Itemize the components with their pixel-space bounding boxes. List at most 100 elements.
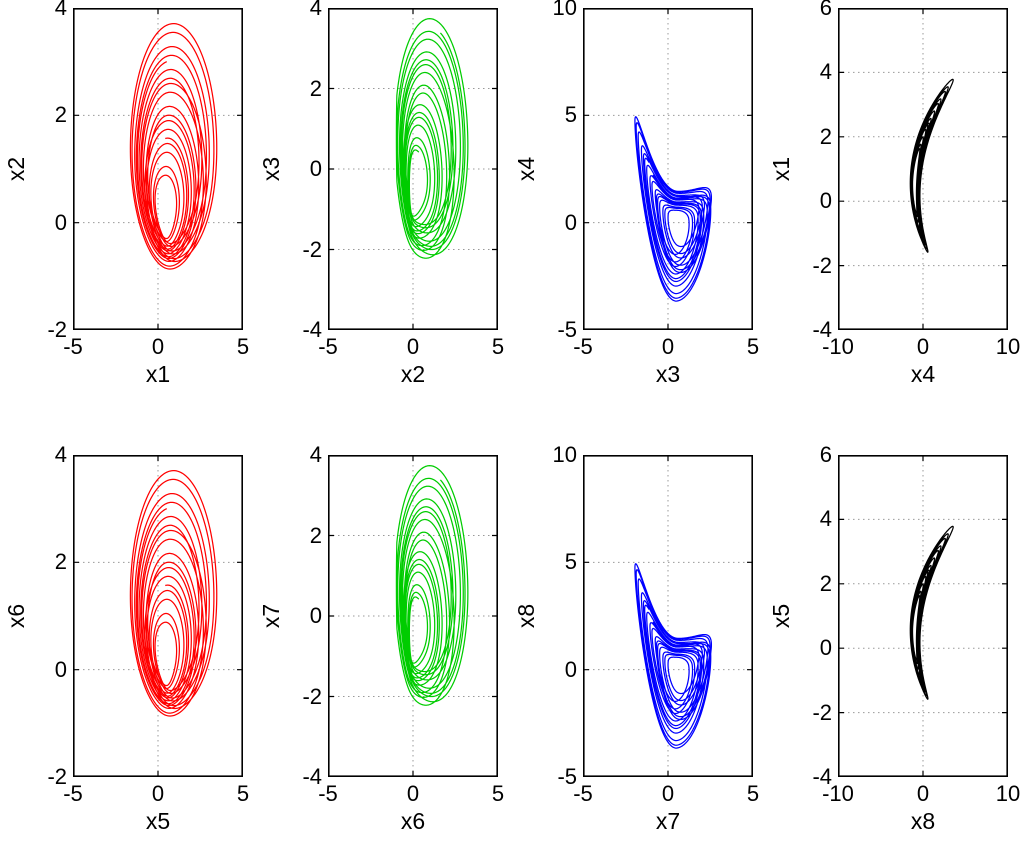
x-tick-label: 0 bbox=[151, 781, 165, 806]
y-axis-label: x6 bbox=[3, 603, 29, 629]
x-axis-label: x8 bbox=[910, 808, 936, 834]
y-tick-label: -5 bbox=[557, 317, 577, 342]
y-tick-label: 10 bbox=[552, 0, 577, 20]
plot-area bbox=[328, 8, 498, 330]
plot-area bbox=[838, 8, 1008, 330]
y-tick-label: 2 bbox=[819, 123, 832, 149]
y-axis-label: x1 bbox=[768, 156, 794, 182]
x-axis-label: x1 bbox=[145, 361, 171, 387]
subplot-x5-vs-x8: x5 x8 -10 0 10 -4 -2 0 2 4 6 bbox=[765, 422, 1020, 844]
y-tick-label: 2 bbox=[309, 75, 322, 101]
y-tick-label: 4 bbox=[309, 442, 322, 467]
y-tick-label: 0 bbox=[54, 656, 67, 682]
phase-portrait-canvas bbox=[328, 8, 498, 330]
y-tick-label: -4 bbox=[302, 764, 322, 789]
y-tick-label: -2 bbox=[47, 317, 67, 342]
x-tick-label: -5 bbox=[63, 334, 83, 359]
x-tick-label: -5 bbox=[318, 334, 338, 359]
x-tick-label: 5 bbox=[236, 334, 250, 359]
y-tick-label: 2 bbox=[819, 570, 832, 596]
x-tick-label: -5 bbox=[63, 781, 83, 806]
x-tick-label: 10 bbox=[995, 334, 1020, 359]
subplot-x6-vs-x5: x6 x5 -5 0 5 -2 0 2 4 bbox=[0, 422, 255, 844]
phase-portrait-canvas bbox=[583, 8, 753, 330]
y-tick-label: -2 bbox=[302, 683, 322, 709]
plot-area bbox=[583, 455, 753, 777]
y-tick-label: 4 bbox=[819, 506, 832, 532]
plot-area bbox=[838, 455, 1008, 777]
y-tick-label: -4 bbox=[812, 764, 832, 789]
y-tick-label: 0 bbox=[819, 188, 832, 214]
x-tick-label: 0 bbox=[916, 334, 930, 359]
y-axis-label: x4 bbox=[513, 156, 539, 182]
x-tick-label: 0 bbox=[406, 781, 420, 806]
x-axis-label: x4 bbox=[910, 361, 936, 387]
y-tick-label: 6 bbox=[819, 442, 832, 467]
y-tick-label: -2 bbox=[812, 699, 832, 725]
x-tick-label: 0 bbox=[916, 781, 930, 806]
x-tick-label: 0 bbox=[661, 334, 675, 359]
y-tick-label: 0 bbox=[309, 156, 322, 181]
y-tick-label: -2 bbox=[47, 764, 67, 789]
x-axis-label: x7 bbox=[655, 808, 681, 834]
phase-portrait-canvas bbox=[73, 8, 243, 330]
subplot-x8-vs-x7: x8 x7 -5 0 5 -5 0 5 10 bbox=[510, 422, 765, 844]
x-tick-label: 0 bbox=[661, 781, 675, 806]
x-tick-label: -5 bbox=[318, 781, 338, 806]
y-tick-label: -5 bbox=[557, 764, 577, 789]
x-tick-label: -10 bbox=[822, 334, 854, 359]
y-tick-label: -2 bbox=[302, 236, 322, 262]
subplot-x1-vs-x4: x1 x4 -10 0 10 -4 -2 0 2 4 6 bbox=[765, 0, 1020, 422]
phase-portrait-canvas bbox=[73, 455, 243, 777]
x-axis-label: x3 bbox=[655, 361, 681, 387]
y-tick-label: 2 bbox=[54, 102, 67, 128]
y-tick-label: 6 bbox=[819, 0, 832, 20]
y-tick-label: 10 bbox=[552, 442, 577, 467]
x-axis-label: x2 bbox=[400, 361, 426, 387]
plot-area bbox=[73, 8, 243, 330]
x-tick-label: 0 bbox=[151, 334, 165, 359]
phase-portrait-canvas bbox=[328, 455, 498, 777]
y-tick-label: -4 bbox=[302, 317, 322, 342]
y-tick-label: -2 bbox=[812, 252, 832, 278]
y-axis-label: x5 bbox=[768, 603, 794, 629]
y-tick-label: 0 bbox=[819, 635, 832, 661]
subplot-x4-vs-x3: x4 x3 -5 0 5 -5 0 5 10 bbox=[510, 0, 765, 422]
y-axis-label: x2 bbox=[3, 156, 29, 182]
x-tick-label: 0 bbox=[406, 334, 420, 359]
y-tick-label: 4 bbox=[309, 0, 322, 20]
y-tick-label: 2 bbox=[309, 522, 322, 548]
y-axis-label: x8 bbox=[513, 603, 539, 629]
y-tick-label: 5 bbox=[564, 102, 577, 128]
x-tick-label: 5 bbox=[491, 334, 505, 359]
x-tick-label: 5 bbox=[491, 781, 505, 806]
y-tick-label: 4 bbox=[819, 59, 832, 85]
y-tick-label: 0 bbox=[54, 209, 67, 235]
phase-portrait-canvas bbox=[583, 455, 753, 777]
plot-area bbox=[583, 8, 753, 330]
x-tick-label: 5 bbox=[746, 781, 760, 806]
plot-area bbox=[328, 455, 498, 777]
x-tick-label: 5 bbox=[746, 334, 760, 359]
x-tick-label: -10 bbox=[822, 781, 854, 806]
y-tick-label: 2 bbox=[54, 549, 67, 575]
x-tick-label: -5 bbox=[573, 781, 593, 806]
phase-portrait-canvas bbox=[838, 455, 1008, 777]
y-tick-label: 4 bbox=[54, 0, 67, 20]
phase-portrait-canvas bbox=[838, 8, 1008, 330]
subplot-x7-vs-x6: x7 x6 -5 0 5 -4 -2 0 2 4 bbox=[255, 422, 510, 844]
y-tick-label: -4 bbox=[812, 317, 832, 342]
x-tick-label: 5 bbox=[236, 781, 250, 806]
y-tick-label: 0 bbox=[564, 656, 577, 682]
y-tick-label: 4 bbox=[54, 442, 67, 467]
x-axis-label: x6 bbox=[400, 808, 426, 834]
x-tick-label: 10 bbox=[995, 781, 1020, 806]
subplot-x2-vs-x1: x2 x1 -5 0 5 -2 0 2 4 bbox=[0, 0, 255, 422]
y-tick-label: 0 bbox=[309, 603, 322, 628]
y-tick-label: 0 bbox=[564, 209, 577, 235]
y-tick-label: 5 bbox=[564, 549, 577, 575]
x-axis-label: x5 bbox=[145, 808, 171, 834]
x-tick-label: -5 bbox=[573, 334, 593, 359]
plot-area bbox=[73, 455, 243, 777]
